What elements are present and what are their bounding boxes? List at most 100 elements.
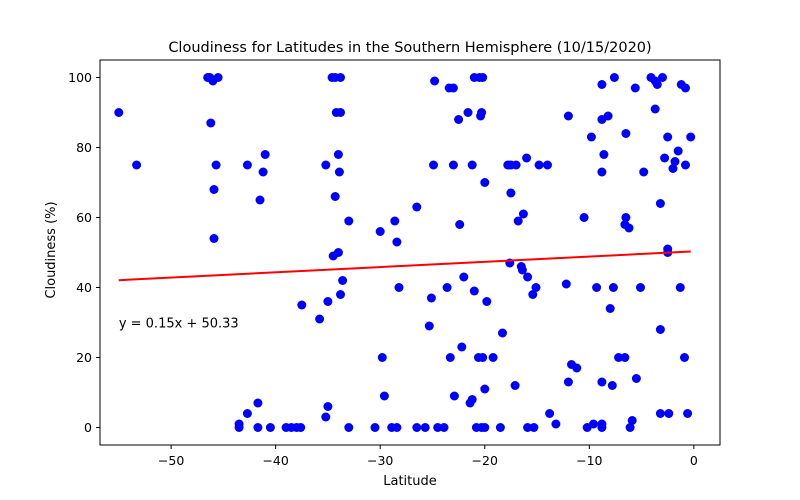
data-point — [412, 202, 422, 212]
data-point — [686, 132, 696, 142]
data-point — [478, 73, 488, 82]
data-point — [605, 304, 615, 313]
data-point — [534, 160, 544, 170]
regression-equation: y = 0.15x + 50.33 — [119, 317, 239, 332]
data-point — [420, 423, 430, 432]
data-point — [297, 300, 307, 310]
data-point — [589, 419, 598, 429]
data-point — [523, 423, 533, 432]
data-point — [334, 167, 344, 177]
data-points-group — [114, 73, 696, 432]
y-tick-label: 60 — [76, 210, 92, 225]
data-point — [586, 132, 596, 142]
data-point — [531, 283, 541, 292]
data-point — [627, 416, 637, 425]
data-point — [614, 353, 624, 362]
data-point — [681, 83, 690, 93]
data-point — [551, 419, 561, 429]
data-point — [336, 290, 345, 299]
data-point — [655, 199, 665, 208]
data-point — [673, 146, 683, 156]
data-point — [430, 76, 440, 86]
data-point — [624, 223, 634, 233]
data-point — [597, 377, 607, 387]
x-tick-label: −20 — [472, 453, 498, 468]
data-point — [621, 129, 631, 138]
data-point — [463, 108, 473, 117]
data-point — [603, 111, 613, 121]
data-point — [448, 83, 458, 93]
data-point — [344, 423, 354, 432]
data-point — [599, 150, 609, 159]
x-tick-label: 0 — [690, 453, 698, 468]
data-point — [253, 423, 263, 432]
data-point — [377, 353, 387, 362]
data-point — [323, 402, 333, 411]
data-point — [658, 73, 667, 82]
data-point — [608, 283, 618, 292]
data-point — [211, 160, 221, 170]
data-point — [321, 412, 331, 422]
data-point — [253, 398, 263, 408]
data-point — [213, 73, 223, 82]
data-point — [467, 160, 477, 170]
data-point — [445, 353, 455, 362]
data-point — [517, 265, 527, 275]
data-point — [663, 132, 673, 142]
data-point — [469, 286, 479, 296]
data-point — [448, 160, 458, 170]
data-point — [255, 195, 265, 205]
data-point — [660, 153, 670, 163]
data-point — [321, 160, 331, 170]
data-point — [260, 150, 270, 159]
data-point — [639, 167, 649, 177]
y-tick-label: 0 — [84, 420, 92, 435]
data-point — [454, 115, 464, 124]
data-point — [510, 381, 520, 390]
data-point — [511, 160, 521, 170]
data-point — [597, 423, 607, 432]
data-point — [597, 80, 607, 89]
data-point — [206, 118, 216, 128]
data-point — [478, 353, 488, 362]
data-point — [545, 409, 555, 418]
data-point — [495, 423, 505, 432]
x-axis-ticks: −50 −40 −30 −20 −10 0 — [158, 445, 698, 468]
data-point — [258, 167, 268, 177]
data-point — [323, 297, 333, 306]
data-point — [563, 377, 573, 387]
data-point — [467, 395, 477, 404]
data-point — [630, 83, 640, 93]
data-point — [675, 283, 685, 292]
data-point — [392, 237, 402, 247]
y-tick-label: 40 — [76, 280, 92, 295]
y-tick-label: 80 — [76, 140, 92, 155]
x-tick-label: −10 — [576, 453, 602, 468]
data-point — [457, 342, 467, 352]
data-point — [439, 423, 449, 432]
data-point — [336, 108, 345, 117]
data-point — [433, 423, 443, 432]
data-point — [480, 384, 490, 394]
data-point — [296, 423, 306, 432]
data-point — [631, 374, 641, 383]
data-point — [242, 160, 252, 170]
data-point — [543, 160, 552, 170]
data-point — [561, 279, 571, 289]
data-point — [652, 80, 662, 89]
axes-frame — [99, 59, 721, 446]
y-tick-label: 20 — [76, 350, 92, 365]
data-point — [132, 160, 142, 170]
data-point — [482, 297, 492, 306]
chart-title: Cloudiness for Latitudes in the Southern… — [168, 40, 651, 56]
data-point — [265, 423, 275, 432]
x-axis-label: Latitude — [383, 474, 437, 489]
data-point — [333, 150, 343, 159]
data-point — [655, 409, 665, 418]
data-point — [424, 321, 434, 331]
data-point — [655, 325, 665, 334]
data-point — [333, 248, 343, 257]
data-point — [625, 423, 635, 432]
data-point — [572, 363, 582, 373]
